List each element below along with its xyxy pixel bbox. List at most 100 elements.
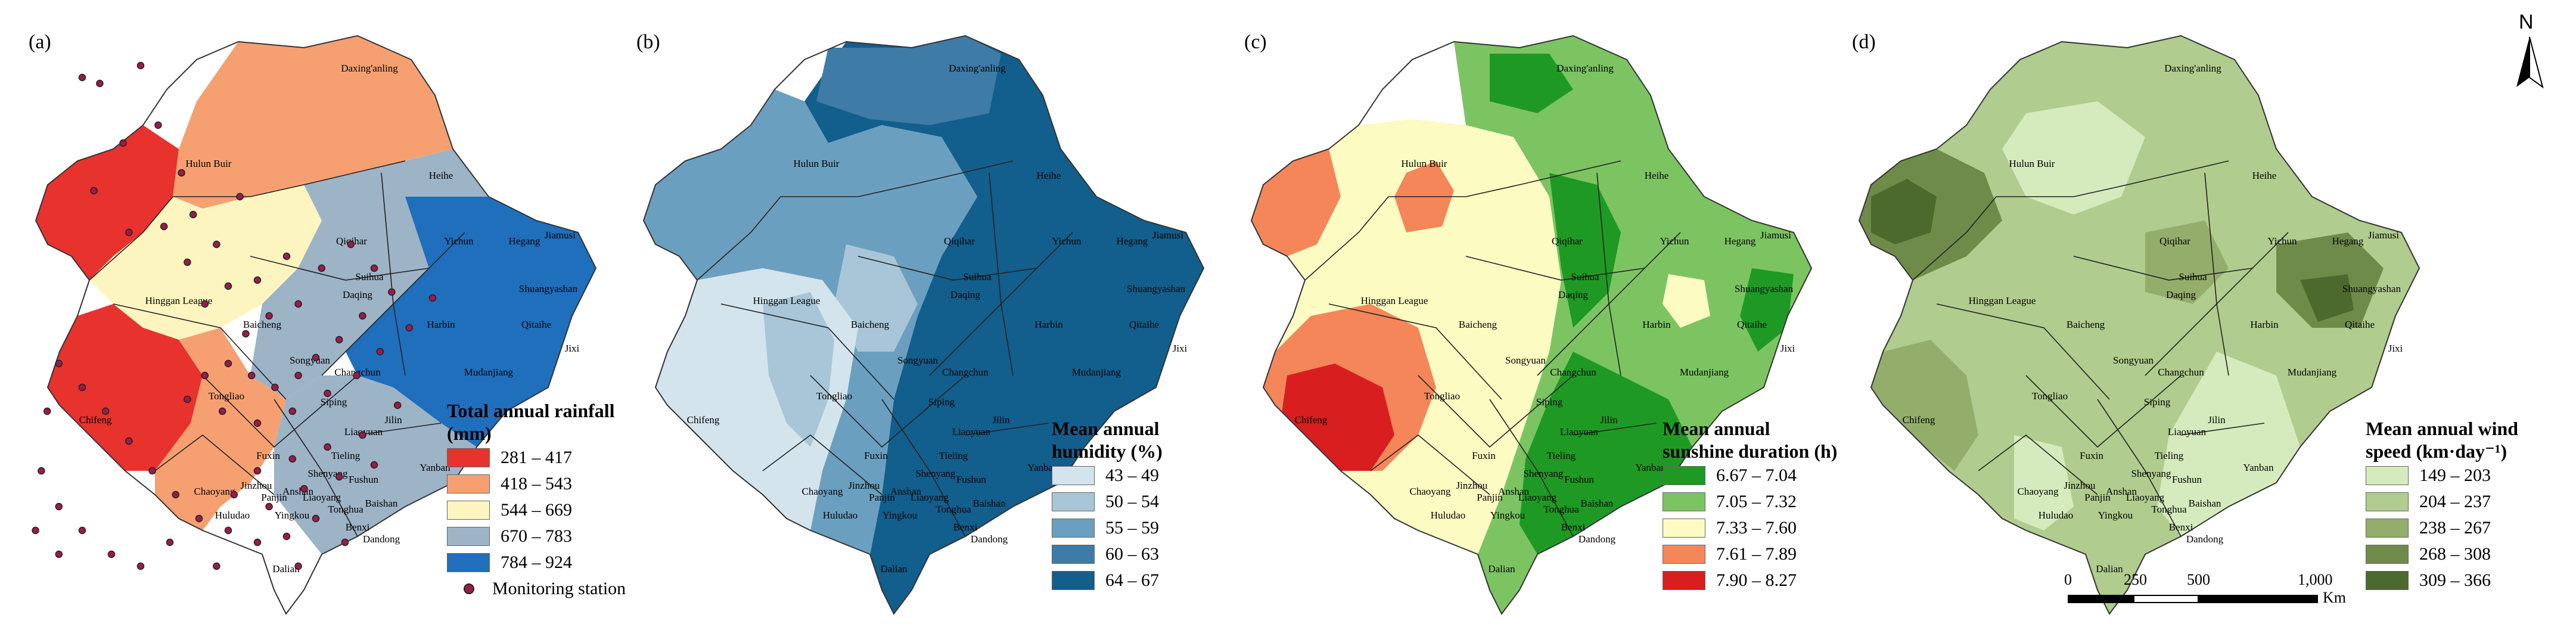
admin-boundary xyxy=(89,196,173,281)
place-label: Mudanjiang xyxy=(1072,367,1121,378)
admin-boundary xyxy=(881,399,966,537)
monitoring-station xyxy=(125,228,133,237)
admin-boundary xyxy=(2180,423,2265,436)
place-label: Benxi xyxy=(1561,521,1586,533)
place-label: Fushun xyxy=(349,474,379,485)
place-label: Jilin xyxy=(992,414,1010,426)
legend-class-label: 6.67 – 7.04 xyxy=(1716,465,1797,485)
admin-boundary xyxy=(250,256,430,281)
admin-boundary xyxy=(1573,423,1657,436)
legend-rows: 281 – 417 418 – 543 544 – 669 670 – 783 784 … xyxy=(447,445,632,576)
monitoring-station xyxy=(90,187,98,195)
place-label: Tieling xyxy=(331,450,361,461)
place-label: Dalian xyxy=(880,563,908,575)
admin-boundary xyxy=(154,434,275,495)
monitoring-station xyxy=(32,526,39,535)
admin-boundary xyxy=(810,375,966,448)
monitoring-station xyxy=(160,222,168,231)
place-label: Jiamusi xyxy=(1152,229,1183,241)
scale-segment xyxy=(2133,595,2199,603)
place-label: Yichun xyxy=(444,235,474,247)
place-label: Songyuan xyxy=(897,355,939,366)
place-label: Jinzhou xyxy=(1456,480,1488,491)
place-label: Suihua xyxy=(355,271,384,282)
place-label: Dandong xyxy=(2186,533,2224,545)
climate-zone xyxy=(1871,179,1937,244)
legend-title: Mean annual sunshine duration (h) xyxy=(1663,418,1838,462)
climate-zone xyxy=(1549,173,1621,328)
place-label: Harbin xyxy=(2250,319,2279,330)
place-label: Dandong xyxy=(1578,533,1616,545)
legend-swatch xyxy=(1663,519,1705,538)
monitoring-station xyxy=(324,443,331,451)
climate-zone xyxy=(1871,340,1978,471)
place-label: Changchun xyxy=(942,367,989,378)
place-label: Huludao xyxy=(823,510,858,521)
panel-label-b: (b) xyxy=(636,31,660,53)
admin-boundary xyxy=(989,172,1014,376)
legend-swatch xyxy=(447,527,490,546)
place-label: Baishan xyxy=(1581,498,1614,509)
place-label: Mudanjiang xyxy=(1680,367,1729,378)
place-label: Daxing'anling xyxy=(341,63,398,74)
legend-class-row: 55 – 59 xyxy=(1052,515,1213,541)
place-label: Siping xyxy=(321,396,347,408)
monitoring-station xyxy=(218,407,226,415)
admin-boundary xyxy=(2025,375,2182,448)
place-label: Daqing xyxy=(343,289,373,300)
monitoring-station xyxy=(101,407,110,415)
monitoring-station xyxy=(428,294,437,302)
place-label: Panjin xyxy=(869,492,895,503)
place-label: Changchun xyxy=(1550,367,1596,378)
monitoring-station xyxy=(78,73,86,82)
place-label: Harbin xyxy=(427,319,455,330)
admin-boundary xyxy=(762,434,883,495)
place-label: Fushun xyxy=(1564,474,1595,485)
admin-boundary xyxy=(357,423,442,436)
monitoring-station xyxy=(253,538,262,547)
climate-zone xyxy=(1663,274,1710,328)
monitoring-station xyxy=(288,455,297,463)
legend-class-label: 50 – 54 xyxy=(1105,492,1159,511)
place-label: Panjin xyxy=(261,492,287,503)
legend-station-row: Monitoring station xyxy=(447,576,632,602)
monitoring-station xyxy=(213,562,220,570)
monitoring-station xyxy=(78,526,86,535)
monitoring-station xyxy=(236,193,244,201)
place-label: Harbin xyxy=(1034,319,1063,330)
place-label: Panjin xyxy=(2084,492,2111,503)
monitoring-station xyxy=(353,371,361,380)
place-label: Hinggan League xyxy=(145,295,213,306)
monitoring-station xyxy=(265,502,273,511)
monitoring-station xyxy=(312,514,320,523)
admin-boundary xyxy=(202,375,358,448)
place-label: Tonghua xyxy=(936,504,971,515)
place-label: Chaoyang xyxy=(2018,486,2059,497)
map-panel-c: Daxing'anling Hulun Buir Heihe Qiqihar Yichu… xyxy=(1216,0,1859,624)
legend-class-row: 50 – 54 xyxy=(1052,489,1213,515)
admin-boundary xyxy=(1936,303,2110,400)
map-panel-b: Daxing'anling Hulun Buir Heihe Qiqihar Yichu… xyxy=(608,0,1251,624)
legend-wind: Mean annual wind speed (km·day⁻¹) 149 – … xyxy=(2366,417,2556,594)
place-label: Shenyang xyxy=(915,468,956,479)
climate-zone xyxy=(346,197,596,447)
legend-class-label: 60 – 63 xyxy=(1105,544,1159,564)
region-outline xyxy=(1250,35,1813,615)
place-label: Daqing xyxy=(950,289,981,300)
place-label: Qitaihe xyxy=(1737,319,1767,330)
scale-unit: Km xyxy=(2323,589,2346,606)
monitoring-station xyxy=(136,61,145,70)
monitoring-station xyxy=(359,312,366,320)
place-label: Shuangyashan xyxy=(519,283,578,294)
place-label: Tongliao xyxy=(1424,390,1460,402)
place-label: Fushun xyxy=(956,474,987,485)
monitoring-station xyxy=(318,264,326,272)
place-label: Baicheng xyxy=(243,319,282,330)
place-label: Yingkou xyxy=(2098,510,2133,521)
legend-class-label: 238 – 267 xyxy=(2419,518,2491,538)
place-label: Heihe xyxy=(2252,170,2277,181)
legend-swatch xyxy=(447,501,490,520)
climate-zone xyxy=(1251,149,1341,256)
legend-class-label: 418 – 543 xyxy=(501,474,572,493)
